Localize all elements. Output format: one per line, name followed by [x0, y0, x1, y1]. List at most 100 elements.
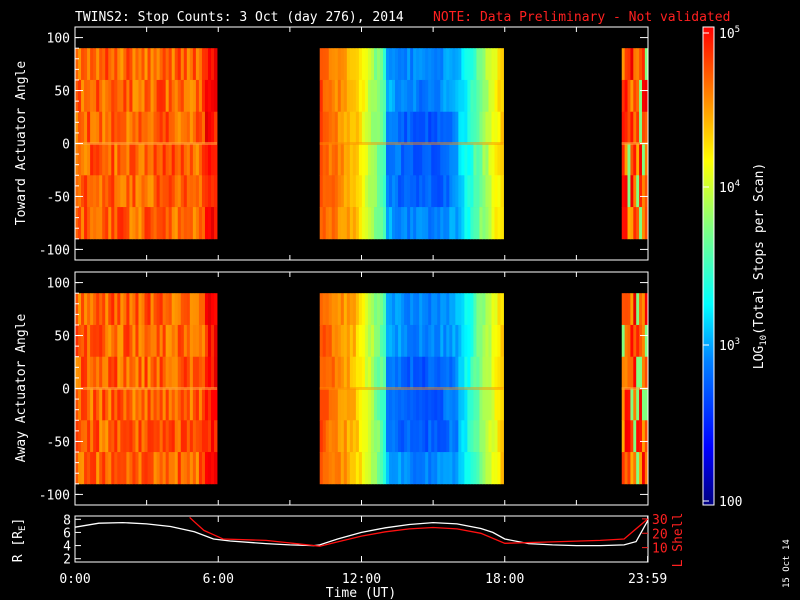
away-cell	[129, 293, 133, 326]
away-cell	[644, 324, 649, 358]
away-cell	[461, 324, 465, 358]
toward-cell	[407, 111, 411, 144]
toward-cell	[87, 79, 91, 113]
toward-cell	[437, 175, 441, 208]
toward-cell	[349, 48, 354, 81]
toward-cell	[639, 48, 643, 81]
away-cell	[81, 324, 85, 358]
toward-cell	[352, 48, 357, 81]
toward-cell	[214, 48, 218, 81]
toward-cell	[93, 143, 97, 176]
away-cell	[485, 452, 489, 485]
away-cell	[168, 356, 173, 389]
toward-cell	[467, 48, 471, 81]
toward-cell	[361, 111, 366, 144]
away-cell	[482, 388, 486, 421]
away-cell	[367, 324, 372, 358]
toward-y-label: Toward Actuator Angle	[14, 61, 29, 226]
away-cell	[105, 388, 109, 421]
toward-cell	[334, 79, 339, 113]
away-cell	[192, 420, 197, 453]
toward-cell	[452, 48, 456, 81]
toward-cell	[641, 111, 646, 144]
toward-cell	[361, 143, 366, 176]
toward-cell	[624, 143, 628, 176]
toward-cell	[482, 175, 486, 208]
away-cell	[455, 356, 459, 389]
away-cell	[370, 420, 375, 453]
toward-cell	[367, 143, 372, 176]
toward-cell	[90, 143, 94, 176]
away-cell	[383, 324, 387, 358]
away-cell	[214, 388, 218, 421]
toward-cell	[346, 111, 351, 144]
toward-cell	[331, 79, 336, 113]
away-cell	[214, 293, 218, 326]
toward-cell	[325, 207, 330, 240]
toward-cell	[346, 207, 351, 240]
toward-cell	[497, 143, 501, 176]
away-cell	[392, 356, 396, 389]
away-cell	[84, 420, 88, 453]
away-cell	[361, 452, 366, 485]
away-cell	[644, 452, 649, 485]
toward-cell	[497, 111, 501, 144]
toward-ytick-label: -100	[39, 243, 70, 258]
toward-cell	[180, 111, 185, 144]
toward-cell	[214, 143, 218, 176]
away-cell	[211, 452, 215, 485]
away-cell	[346, 452, 351, 485]
toward-cell	[331, 143, 336, 176]
toward-ytick-label: -50	[47, 190, 70, 205]
toward-cell	[192, 79, 197, 113]
away-cell	[494, 420, 498, 453]
toward-cell	[443, 143, 447, 176]
toward-cell	[392, 175, 396, 208]
away-cell	[464, 388, 468, 421]
toward-cell	[138, 207, 142, 240]
toward-cell	[410, 79, 414, 113]
toward-cell	[479, 143, 483, 176]
away-cell	[485, 420, 489, 453]
toward-cell	[639, 143, 643, 176]
toward-cell	[129, 175, 133, 208]
toward-cell	[99, 79, 103, 113]
toward-cell	[87, 111, 91, 144]
toward-cell	[322, 175, 327, 208]
away-cell	[641, 388, 646, 421]
away-cell	[123, 356, 127, 389]
away-cell	[75, 293, 79, 326]
away-cell	[494, 388, 498, 421]
toward-cell	[488, 143, 492, 176]
toward-cell	[370, 111, 375, 144]
away-cell	[392, 420, 396, 453]
away-cell	[458, 324, 462, 358]
toward-cell	[198, 175, 203, 208]
toward-cell	[422, 48, 426, 81]
toward-cell	[379, 48, 384, 81]
away-cell	[352, 356, 357, 389]
toward-cell	[627, 48, 631, 81]
toward-cell	[340, 111, 345, 144]
toward-cell	[171, 111, 176, 144]
toward-cell	[195, 207, 200, 240]
toward-cell	[401, 48, 405, 81]
away-cell	[156, 293, 161, 326]
away-cell	[343, 293, 348, 326]
away-cell	[488, 452, 492, 485]
away-cell	[201, 420, 206, 453]
toward-cell	[108, 111, 112, 144]
away-cell	[214, 356, 218, 389]
away-cell	[358, 324, 363, 358]
toward-cell	[189, 79, 194, 113]
away-cell	[168, 388, 173, 421]
toward-cell	[491, 143, 495, 176]
toward-cell	[162, 79, 167, 113]
away-cell	[413, 356, 417, 389]
toward-cell	[78, 143, 82, 176]
away-cell	[416, 324, 420, 358]
away-cell	[364, 420, 369, 453]
toward-cell	[319, 143, 324, 176]
away-cell	[189, 420, 194, 453]
toward-cell	[364, 79, 369, 113]
